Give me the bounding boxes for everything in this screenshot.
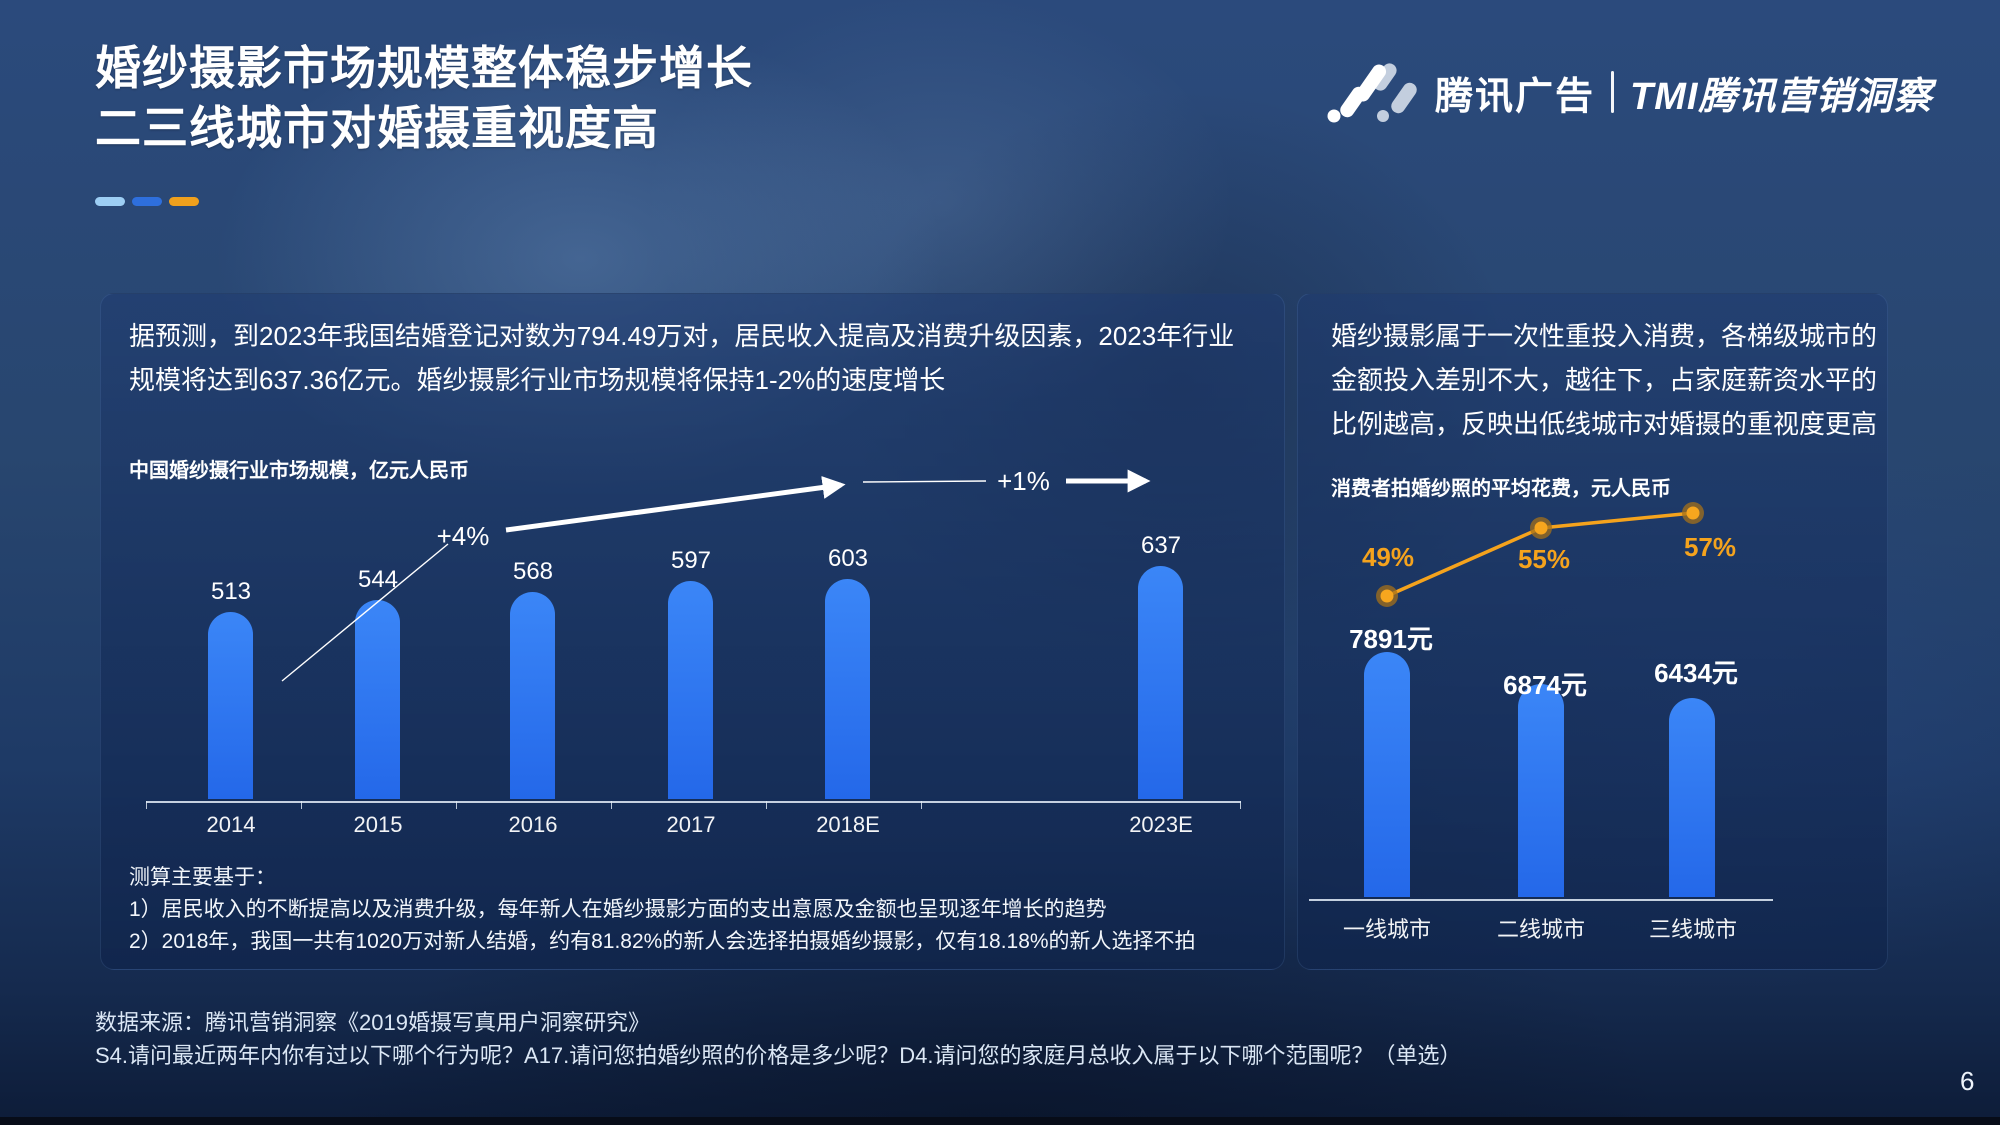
pct-label-tier1: 49% bbox=[1361, 542, 1415, 572]
axis-tick bbox=[766, 801, 767, 809]
page-number: 6 bbox=[1960, 1066, 1975, 1096]
footnote-title: 测算主要基于： bbox=[129, 866, 276, 889]
source-line: 数据来源：腾讯营销洞察《2019婚摄写真用户洞察研究》 bbox=[95, 1010, 650, 1035]
bar-tier3 bbox=[1669, 698, 1715, 897]
brand-divider bbox=[1611, 71, 1615, 113]
market-size-intro-text: 据预测，到2023年我国结婚登记对数为794.49万对，居民收入提高及消费升级因… bbox=[129, 321, 1235, 395]
bar-2017 bbox=[668, 581, 713, 799]
avg-cost-intro-text: 婚纱摄影属于一次性重投入消费，各梯级城市的金额投入差别不大，越往下，占家庭薪资水… bbox=[1331, 321, 1878, 439]
bar-value-tier3: 6434元 bbox=[1654, 658, 1738, 688]
page-title: 婚纱摄影市场规模整体稳步增长 二三线城市对婚摄重视度高 bbox=[95, 38, 753, 158]
dash-blue bbox=[132, 197, 162, 206]
bar-2023e bbox=[1138, 566, 1183, 799]
questions-line: S4.请问最近两年内你有过以下哪个行为呢？A17.请问您拍婚纱照的价格是多少呢？… bbox=[95, 1043, 1462, 1068]
axis-tick bbox=[301, 801, 302, 809]
bar-2016 bbox=[510, 592, 555, 799]
page-title-line2: 二三线城市对婚摄重视度高 bbox=[95, 102, 659, 154]
x-axis-right bbox=[1309, 899, 1773, 901]
market-size-panel: 据预测，到2023年我国结婚登记对数为794.49万对，居民收入提高及消费升级因… bbox=[100, 293, 1285, 970]
avg-cost-panel: 婚纱摄影属于一次性重投入消费，各梯级城市的金额投入差别不大，越往下，占家庭薪资水… bbox=[1297, 293, 1888, 970]
pct-label-tier3: 57% bbox=[1683, 532, 1737, 562]
axis-tick bbox=[1240, 801, 1241, 809]
page-title-line1: 婚纱摄影市场规模整体稳步增长 bbox=[95, 42, 753, 94]
bar-2018e bbox=[825, 579, 870, 799]
x-label-2018e: 2018E bbox=[816, 812, 880, 837]
bar-value-2015: 544 bbox=[357, 566, 399, 593]
bar-value-tier2: 6874元 bbox=[1503, 670, 1587, 700]
dash-light-blue bbox=[95, 197, 125, 206]
avg-cost-chart-title: 消费者拍婚纱照的平均花费，元人民币 bbox=[1331, 478, 1671, 500]
x-label-2016: 2016 bbox=[508, 812, 558, 837]
x-label-2023e: 2023E bbox=[1129, 812, 1193, 837]
axis-tick bbox=[456, 801, 457, 809]
bar-value-2014: 513 bbox=[210, 578, 252, 605]
growth-label-4pct: +4% bbox=[436, 521, 490, 551]
source-note: 数据来源：腾讯营销洞察《2019婚摄写真用户洞察研究》 S4.请问最近两年内你有… bbox=[95, 1006, 1462, 1072]
bar-value-2017: 597 bbox=[670, 547, 712, 574]
dash-orange bbox=[169, 197, 199, 206]
brand-name: 腾讯广告 bbox=[1435, 75, 1596, 118]
bar-value-2016: 568 bbox=[512, 558, 554, 585]
x-label-2015: 2015 bbox=[353, 812, 403, 837]
x-axis bbox=[146, 801, 1241, 803]
brand-lockup: 腾讯广告 TMI腾讯营销洞察 bbox=[1327, 60, 1932, 124]
pct-label-tier2: 55% bbox=[1517, 544, 1571, 574]
bar-tier2 bbox=[1518, 684, 1564, 897]
axis-tick bbox=[146, 801, 147, 809]
brand-tmi-name: TMI腾讯营销洞察 bbox=[1630, 75, 1933, 118]
x-label-tier3: 三线城市 bbox=[1648, 917, 1737, 942]
footnote-block: 测算主要基于： 1）居民收入的不断提高以及消费升级，每年新人在婚纱摄影方面的支出… bbox=[129, 862, 1249, 958]
market-size-chart-title: 中国婚纱摄行业市场规模，亿元人民币 bbox=[129, 460, 469, 482]
x-label-tier1: 一线城市 bbox=[1342, 917, 1431, 942]
bar-value-tier1: 7891元 bbox=[1349, 624, 1433, 654]
bar-2014 bbox=[208, 612, 253, 799]
axis-tick bbox=[611, 801, 612, 809]
bar-value-2018e: 603 bbox=[827, 545, 869, 572]
x-label-2017: 2017 bbox=[666, 812, 716, 837]
bar-2015 bbox=[355, 600, 400, 799]
tencent-ads-logo-icon bbox=[1327, 60, 1419, 124]
title-underline-dashes bbox=[95, 197, 199, 206]
x-label-2014: 2014 bbox=[206, 812, 256, 837]
footnote-line2: 2）2018年，我国一共有1020万对新人结婚，约有81.82%的新人会选择拍摄… bbox=[129, 930, 1196, 953]
bar-tier1 bbox=[1364, 652, 1410, 897]
growth-label-1pct: +1% bbox=[997, 466, 1050, 496]
footnote-line1: 1）居民收入的不断提高以及消费升级，每年新人在婚纱摄影方面的支出意愿及金额也呈现… bbox=[129, 898, 1107, 921]
bar-value-2023e: 637 bbox=[1140, 532, 1182, 559]
x-label-tier2: 二线城市 bbox=[1496, 917, 1585, 942]
axis-tick bbox=[921, 801, 922, 809]
